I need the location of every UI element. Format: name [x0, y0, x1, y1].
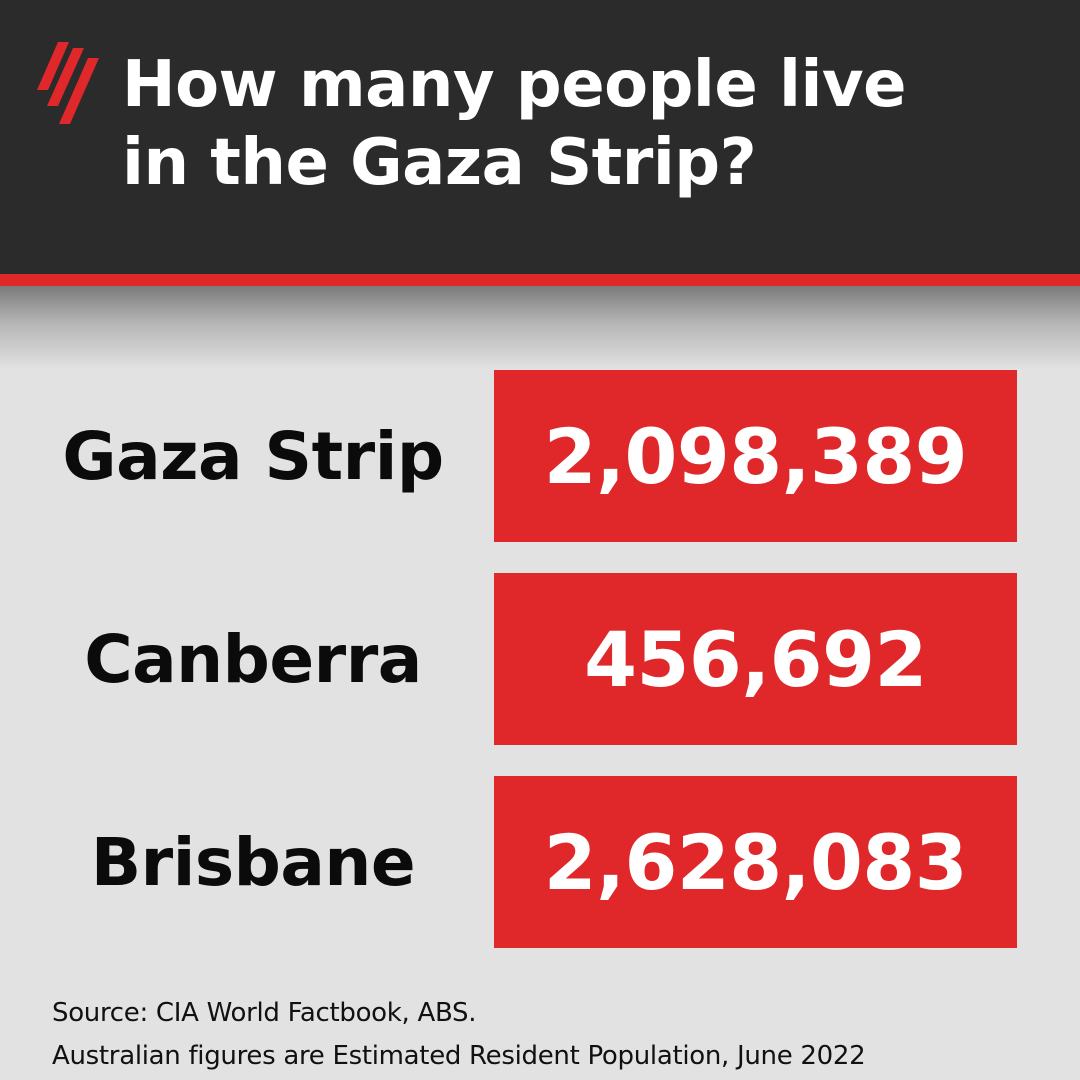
row-label: Brisbane [90, 823, 416, 901]
population-note: Australian figures are Estimated Residen… [52, 1041, 866, 1071]
page-title: How many people live in the Gaza Strip? [122, 46, 1042, 202]
shadow-gradient [0, 286, 1080, 370]
row-label: Gaza Strip [62, 417, 444, 495]
value-box: 2,628,083 [494, 776, 1017, 948]
header-banner: How many people live in the Gaza Strip? [0, 0, 1080, 274]
value-box: 2,098,389 [494, 370, 1017, 542]
footer-notes: Source: CIA World Factbook, ABS. Austral… [52, 992, 1062, 1078]
accent-divider [0, 274, 1080, 286]
title-line-2: in the Gaza Strip? [122, 126, 757, 200]
value-box: 456,692 [494, 573, 1017, 745]
row-label: Canberra [84, 620, 422, 698]
title-line-1: How many people live [122, 48, 907, 122]
row-value: 2,628,083 [543, 817, 968, 907]
sbs-logo-icon [37, 42, 99, 124]
row-value: 2,098,389 [543, 411, 968, 501]
row-value: 456,692 [584, 614, 927, 704]
source-note: Source: CIA World Factbook, ABS. [52, 998, 477, 1028]
